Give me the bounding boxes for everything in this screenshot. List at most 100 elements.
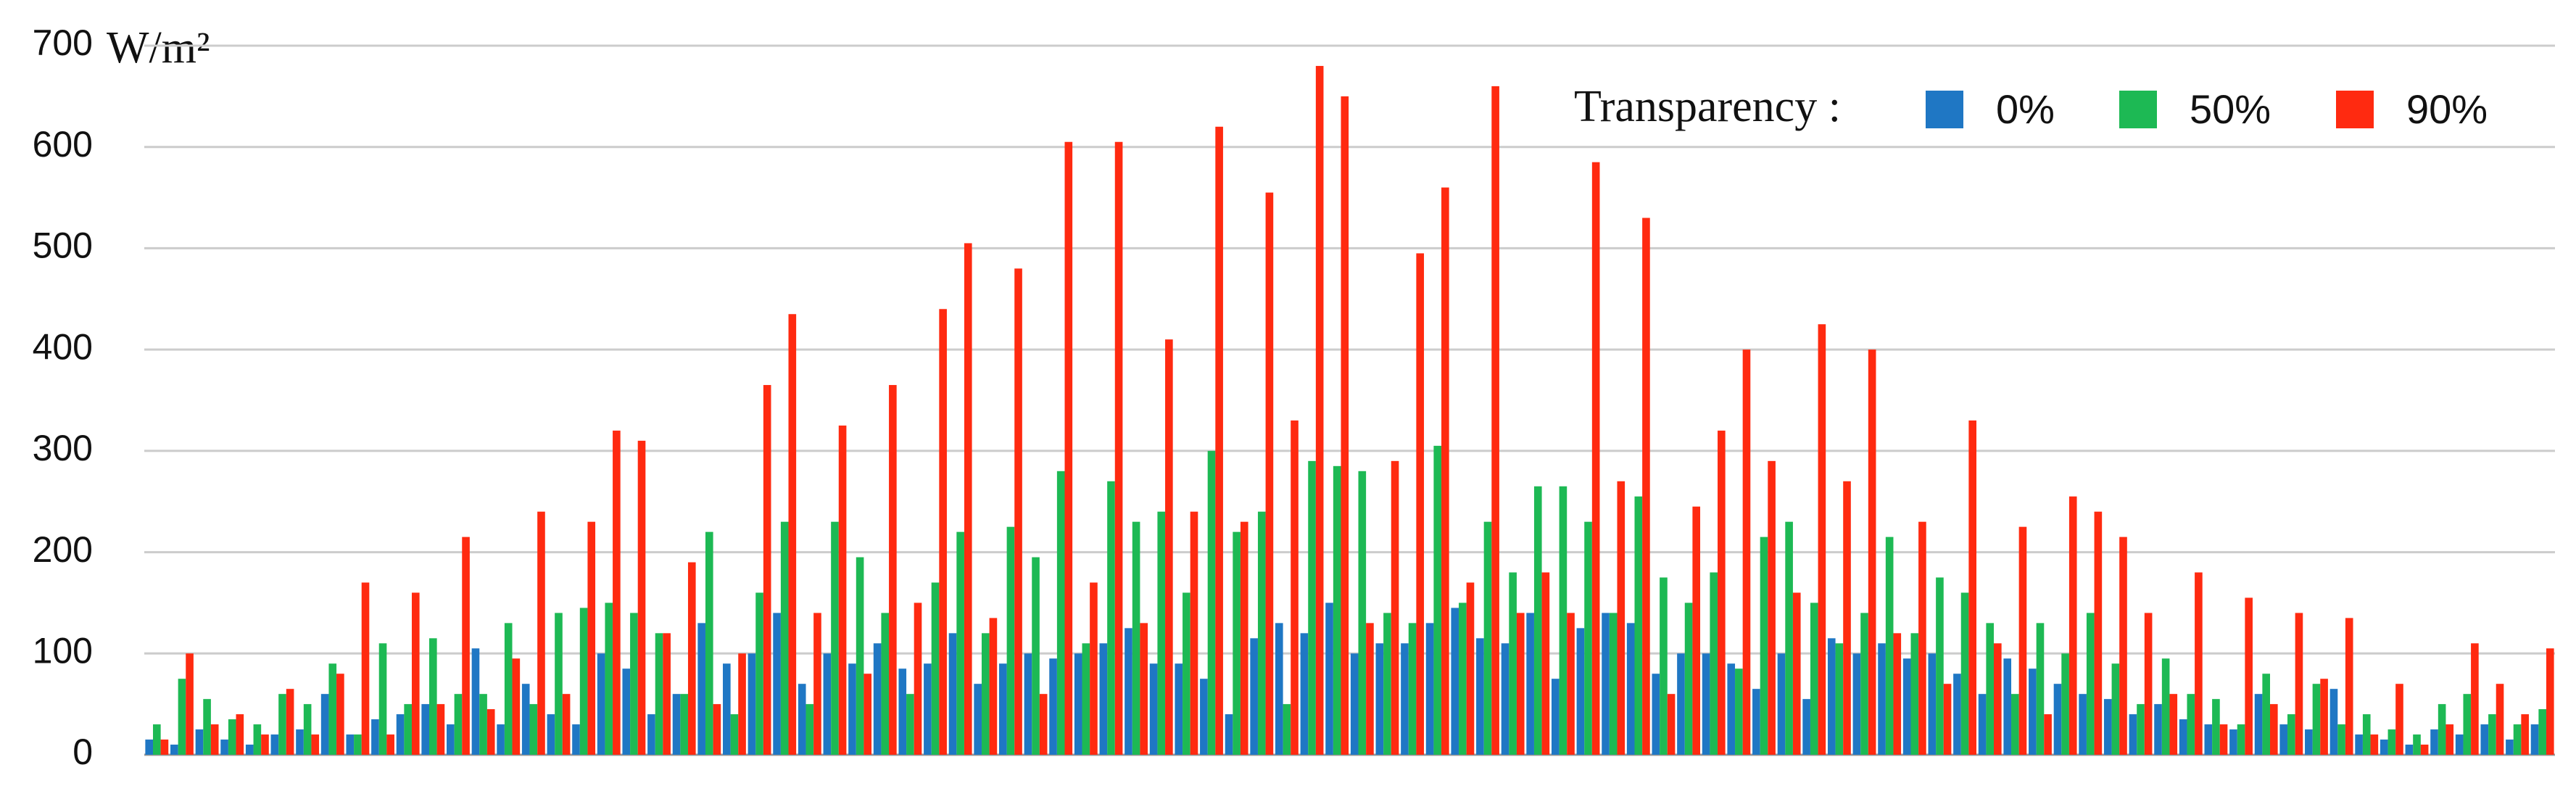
bar (145, 740, 154, 755)
bar (630, 613, 638, 755)
bar (1768, 460, 1776, 755)
bar (504, 623, 513, 755)
bar (1953, 674, 1961, 755)
bar (1308, 460, 1316, 755)
bar (2320, 679, 2328, 755)
bar (2044, 714, 2052, 755)
bar (2337, 724, 2345, 755)
bar (1742, 349, 1751, 755)
bar (2169, 694, 2178, 755)
bar (497, 724, 505, 755)
bar (2380, 740, 2388, 755)
bar (1918, 521, 1926, 755)
bar (462, 537, 470, 755)
bar (2362, 714, 2371, 755)
bar (1760, 537, 1768, 755)
bar (906, 694, 914, 755)
bar (2229, 729, 2237, 755)
bar (153, 724, 161, 755)
bar (924, 663, 932, 755)
bar (1074, 653, 1082, 755)
bar (1994, 643, 2002, 755)
bar (2137, 704, 2145, 755)
bar (2179, 719, 2187, 755)
bar (1257, 511, 1266, 755)
bar (2144, 613, 2153, 755)
bar (361, 582, 370, 755)
bar (529, 704, 538, 755)
bar (479, 694, 487, 755)
bar (170, 745, 178, 755)
bar (1408, 623, 1417, 755)
bar (1483, 521, 1492, 755)
bar (2445, 724, 2454, 755)
bar (1943, 684, 1952, 755)
legend-label: 50% (2190, 86, 2271, 132)
bar (1835, 643, 1844, 755)
bar (1802, 699, 1810, 755)
bar (2245, 597, 2253, 755)
bar (2270, 704, 2278, 755)
bar (1692, 506, 1701, 755)
bar (1602, 613, 1610, 755)
bar (2496, 684, 2504, 755)
y-tick-label: 600 (33, 124, 93, 165)
bar (813, 613, 821, 755)
bar (2430, 729, 2438, 755)
bar (1533, 486, 1542, 755)
bar (823, 653, 832, 755)
bar (2387, 729, 2396, 755)
bar (1516, 613, 1525, 755)
bar (1207, 450, 1216, 755)
bar (1014, 268, 1022, 755)
bar (1827, 638, 1836, 755)
bar (873, 643, 882, 755)
bar (2161, 658, 2170, 755)
bar (371, 719, 379, 755)
bar (1039, 694, 1048, 755)
bar (2420, 745, 2429, 755)
bar (1702, 653, 1710, 755)
bar (236, 714, 244, 755)
bar (1283, 704, 1291, 755)
bar (1325, 602, 1333, 755)
bar (1056, 471, 1065, 755)
bar (2312, 684, 2321, 755)
bar (270, 734, 279, 755)
bar (572, 724, 580, 755)
bar (2488, 714, 2496, 755)
bar (203, 699, 211, 755)
bar (672, 694, 681, 755)
bar (1986, 623, 1995, 755)
bar (1099, 643, 1108, 755)
bar (2287, 714, 2295, 755)
bar (1441, 187, 1449, 755)
bar (1818, 324, 1826, 755)
y-tick-label: 100 (33, 630, 93, 671)
bar (1785, 521, 1793, 755)
bar (1064, 141, 1073, 755)
bar (1333, 465, 1341, 755)
bar (1885, 537, 1894, 755)
bar (1358, 471, 1367, 755)
bar (303, 704, 312, 755)
bar (2295, 613, 2303, 755)
bar (1082, 643, 1090, 755)
bar (1928, 653, 1937, 755)
bar (378, 643, 387, 755)
bar (278, 694, 286, 755)
bar (998, 663, 1007, 755)
bar (2219, 724, 2228, 755)
bar (1265, 192, 1274, 755)
bar (1107, 481, 1115, 755)
bar (1559, 486, 1567, 755)
bar (1125, 628, 1132, 755)
bar (1626, 623, 1635, 755)
legend-label: 0% (1996, 86, 2055, 132)
bar (396, 714, 405, 755)
y-tick-label: 300 (33, 428, 93, 468)
bar (931, 582, 940, 755)
bar (1634, 496, 1643, 755)
bar (1652, 674, 1660, 755)
